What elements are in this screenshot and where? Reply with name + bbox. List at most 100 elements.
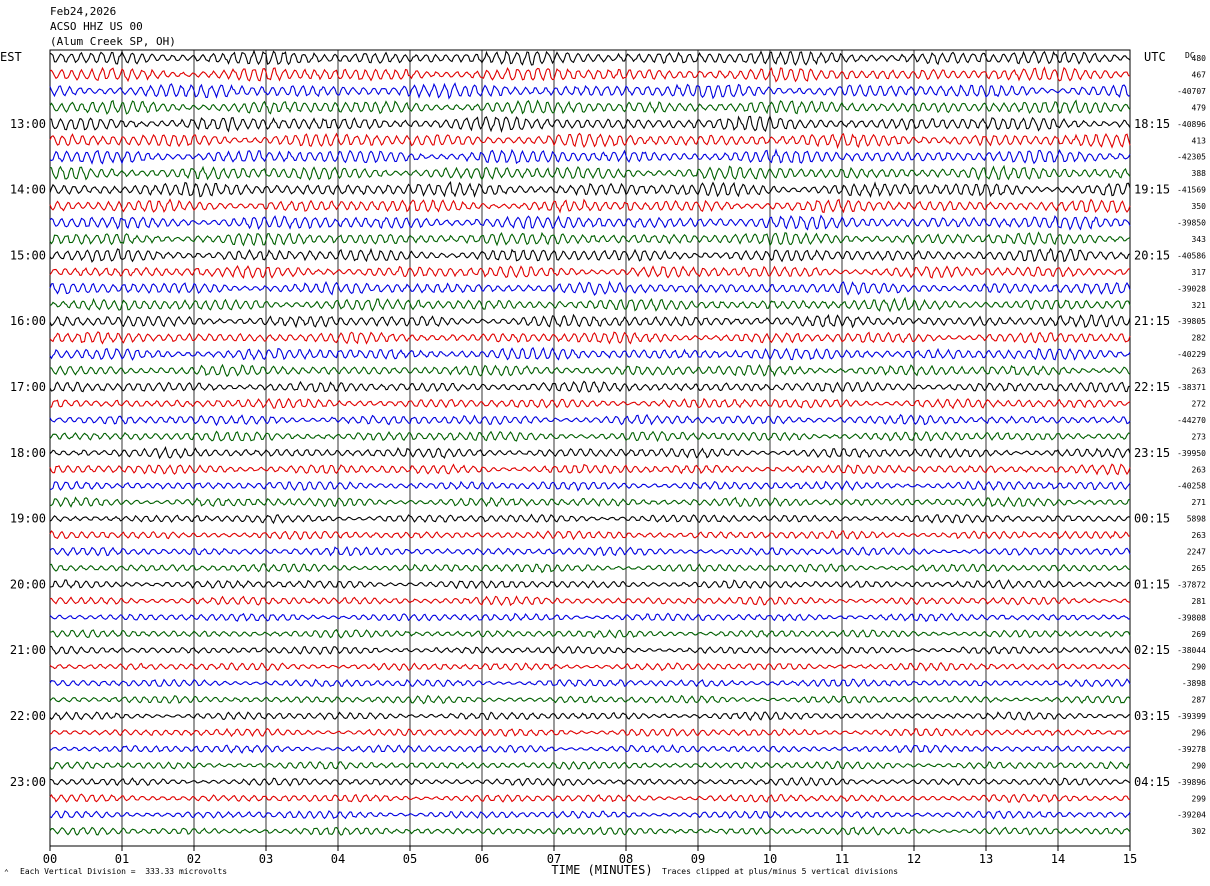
seismic-trace xyxy=(49,578,1131,590)
dc-axis-label: DC xyxy=(1185,51,1195,60)
utc-hour-label: 18:15 xyxy=(1134,117,1170,131)
utc-hour-label: 01:15 xyxy=(1134,577,1170,591)
seismic-trace xyxy=(49,793,1131,804)
x-axis-title: TIME (MINUTES) xyxy=(551,863,652,877)
dc-offset-label: 2247 xyxy=(1187,548,1206,557)
x-tick-label: 04 xyxy=(331,852,345,866)
dc-offset-label: 302 xyxy=(1192,827,1207,836)
seismic-trace xyxy=(49,496,1131,508)
est-hour-label: 19:00 xyxy=(10,512,46,526)
seismic-trace xyxy=(49,711,1131,721)
seismic-trace xyxy=(49,66,1131,83)
seismic-trace xyxy=(49,99,1131,115)
x-tick-label: 02 xyxy=(187,852,201,866)
dc-offset-label: -40229 xyxy=(1177,350,1206,359)
dc-offset-label: -39950 xyxy=(1177,449,1206,458)
seismic-trace xyxy=(49,231,1131,247)
x-tick-label: 05 xyxy=(403,852,417,866)
seismic-trace xyxy=(49,214,1131,231)
seismic-trace xyxy=(49,380,1131,394)
x-tick-label: 03 xyxy=(259,852,273,866)
seismic-trace xyxy=(49,545,1131,557)
dc-offset-label: 290 xyxy=(1192,663,1207,672)
dc-offset-label: -38371 xyxy=(1177,383,1206,392)
utc-hour-label: 00:15 xyxy=(1134,512,1170,526)
dc-offset-label: 388 xyxy=(1192,169,1207,178)
utc-hour-label: 04:15 xyxy=(1134,775,1170,789)
dc-offset-label: 290 xyxy=(1192,761,1207,770)
dc-offset-label: 269 xyxy=(1192,630,1207,639)
dc-offset-label: -40258 xyxy=(1177,482,1206,491)
dc-offset-label: -3898 xyxy=(1182,679,1206,688)
seismic-trace xyxy=(49,413,1131,427)
dc-offset-label: 265 xyxy=(1192,564,1207,573)
est-hour-label: 17:00 xyxy=(10,380,46,394)
dc-offset-label: -40586 xyxy=(1177,251,1206,260)
seismic-trace xyxy=(49,82,1131,100)
seismic-trace xyxy=(49,397,1131,410)
seismic-trace xyxy=(49,181,1131,199)
dc-offset-label: 321 xyxy=(1192,301,1207,310)
dc-offset-label: -40896 xyxy=(1177,120,1206,129)
station-name: ACSO HHZ US 00 xyxy=(50,20,143,33)
est-hour-label: 13:00 xyxy=(10,117,46,131)
seismic-trace xyxy=(49,430,1131,443)
seismic-trace xyxy=(49,313,1131,329)
dc-offset-label: 263 xyxy=(1192,531,1207,540)
x-tick-label: 14 xyxy=(1051,852,1065,866)
dc-offset-label: 271 xyxy=(1192,498,1207,507)
dc-offset-label: 413 xyxy=(1192,136,1207,145)
est-axis-label: EST xyxy=(0,50,22,64)
seismic-trace xyxy=(49,563,1131,574)
scale-note: Each Vertical Division = 333.33 microvol… xyxy=(20,867,228,876)
utc-hour-label: 03:15 xyxy=(1134,709,1170,723)
dc-offset-label: -41569 xyxy=(1177,186,1206,195)
dc-offset-label: -44270 xyxy=(1177,416,1206,425)
dc-offset-label: -40707 xyxy=(1177,87,1206,96)
seismic-trace xyxy=(49,530,1131,541)
seismic-trace xyxy=(49,198,1131,214)
x-tick-label: 00 xyxy=(43,852,57,866)
x-tick-label: 11 xyxy=(835,852,849,866)
est-hour-label: 18:00 xyxy=(10,446,46,460)
seismic-trace xyxy=(49,346,1131,361)
dc-offset-label: -38044 xyxy=(1177,646,1206,655)
dc-offset-label: 479 xyxy=(1192,103,1207,112)
dc-offset-label: -37872 xyxy=(1177,580,1206,589)
x-tick-label: 13 xyxy=(979,852,993,866)
est-hour-label: 20:00 xyxy=(10,577,46,591)
clip-note: Traces clipped at plus/minus 5 vertical … xyxy=(662,867,899,876)
scale-marker-icon: ⌃ xyxy=(4,868,9,877)
utc-hour-label: 21:15 xyxy=(1134,314,1170,328)
dc-offset-label: 480 xyxy=(1192,54,1207,63)
seismic-trace xyxy=(49,148,1131,165)
dc-offset-label: -39204 xyxy=(1177,811,1206,820)
utc-axis-label: UTC xyxy=(1144,50,1166,64)
dc-offset-label: -39028 xyxy=(1177,284,1206,293)
station-location: (Alum Creek SP, OH) xyxy=(50,35,176,48)
utc-hour-label: 19:15 xyxy=(1134,183,1170,197)
dc-offset-label: 281 xyxy=(1192,597,1207,606)
dc-offset-label: -42305 xyxy=(1177,153,1206,162)
seismic-trace xyxy=(49,114,1131,134)
dc-offset-label: -39399 xyxy=(1177,712,1206,721)
dc-offset-label: 272 xyxy=(1192,399,1207,408)
dc-offset-label: 467 xyxy=(1192,70,1207,79)
est-hour-label: 21:00 xyxy=(10,643,46,657)
seismic-trace xyxy=(49,612,1131,623)
dc-offset-label: -39850 xyxy=(1177,219,1206,228)
seismic-trace xyxy=(49,264,1131,279)
x-tick-label: 10 xyxy=(763,852,777,866)
seismic-trace xyxy=(49,694,1131,705)
seismic-trace xyxy=(49,727,1131,738)
dc-offset-label: 296 xyxy=(1192,728,1207,737)
seismic-trace xyxy=(49,743,1131,754)
seismic-trace xyxy=(49,513,1131,525)
seismic-trace xyxy=(49,629,1131,639)
utc-hour-label: 20:15 xyxy=(1134,248,1170,262)
x-tick-label: 09 xyxy=(691,852,705,866)
utc-hour-label: 23:15 xyxy=(1134,446,1170,460)
seismic-trace xyxy=(49,826,1131,836)
seismic-trace xyxy=(49,661,1131,672)
